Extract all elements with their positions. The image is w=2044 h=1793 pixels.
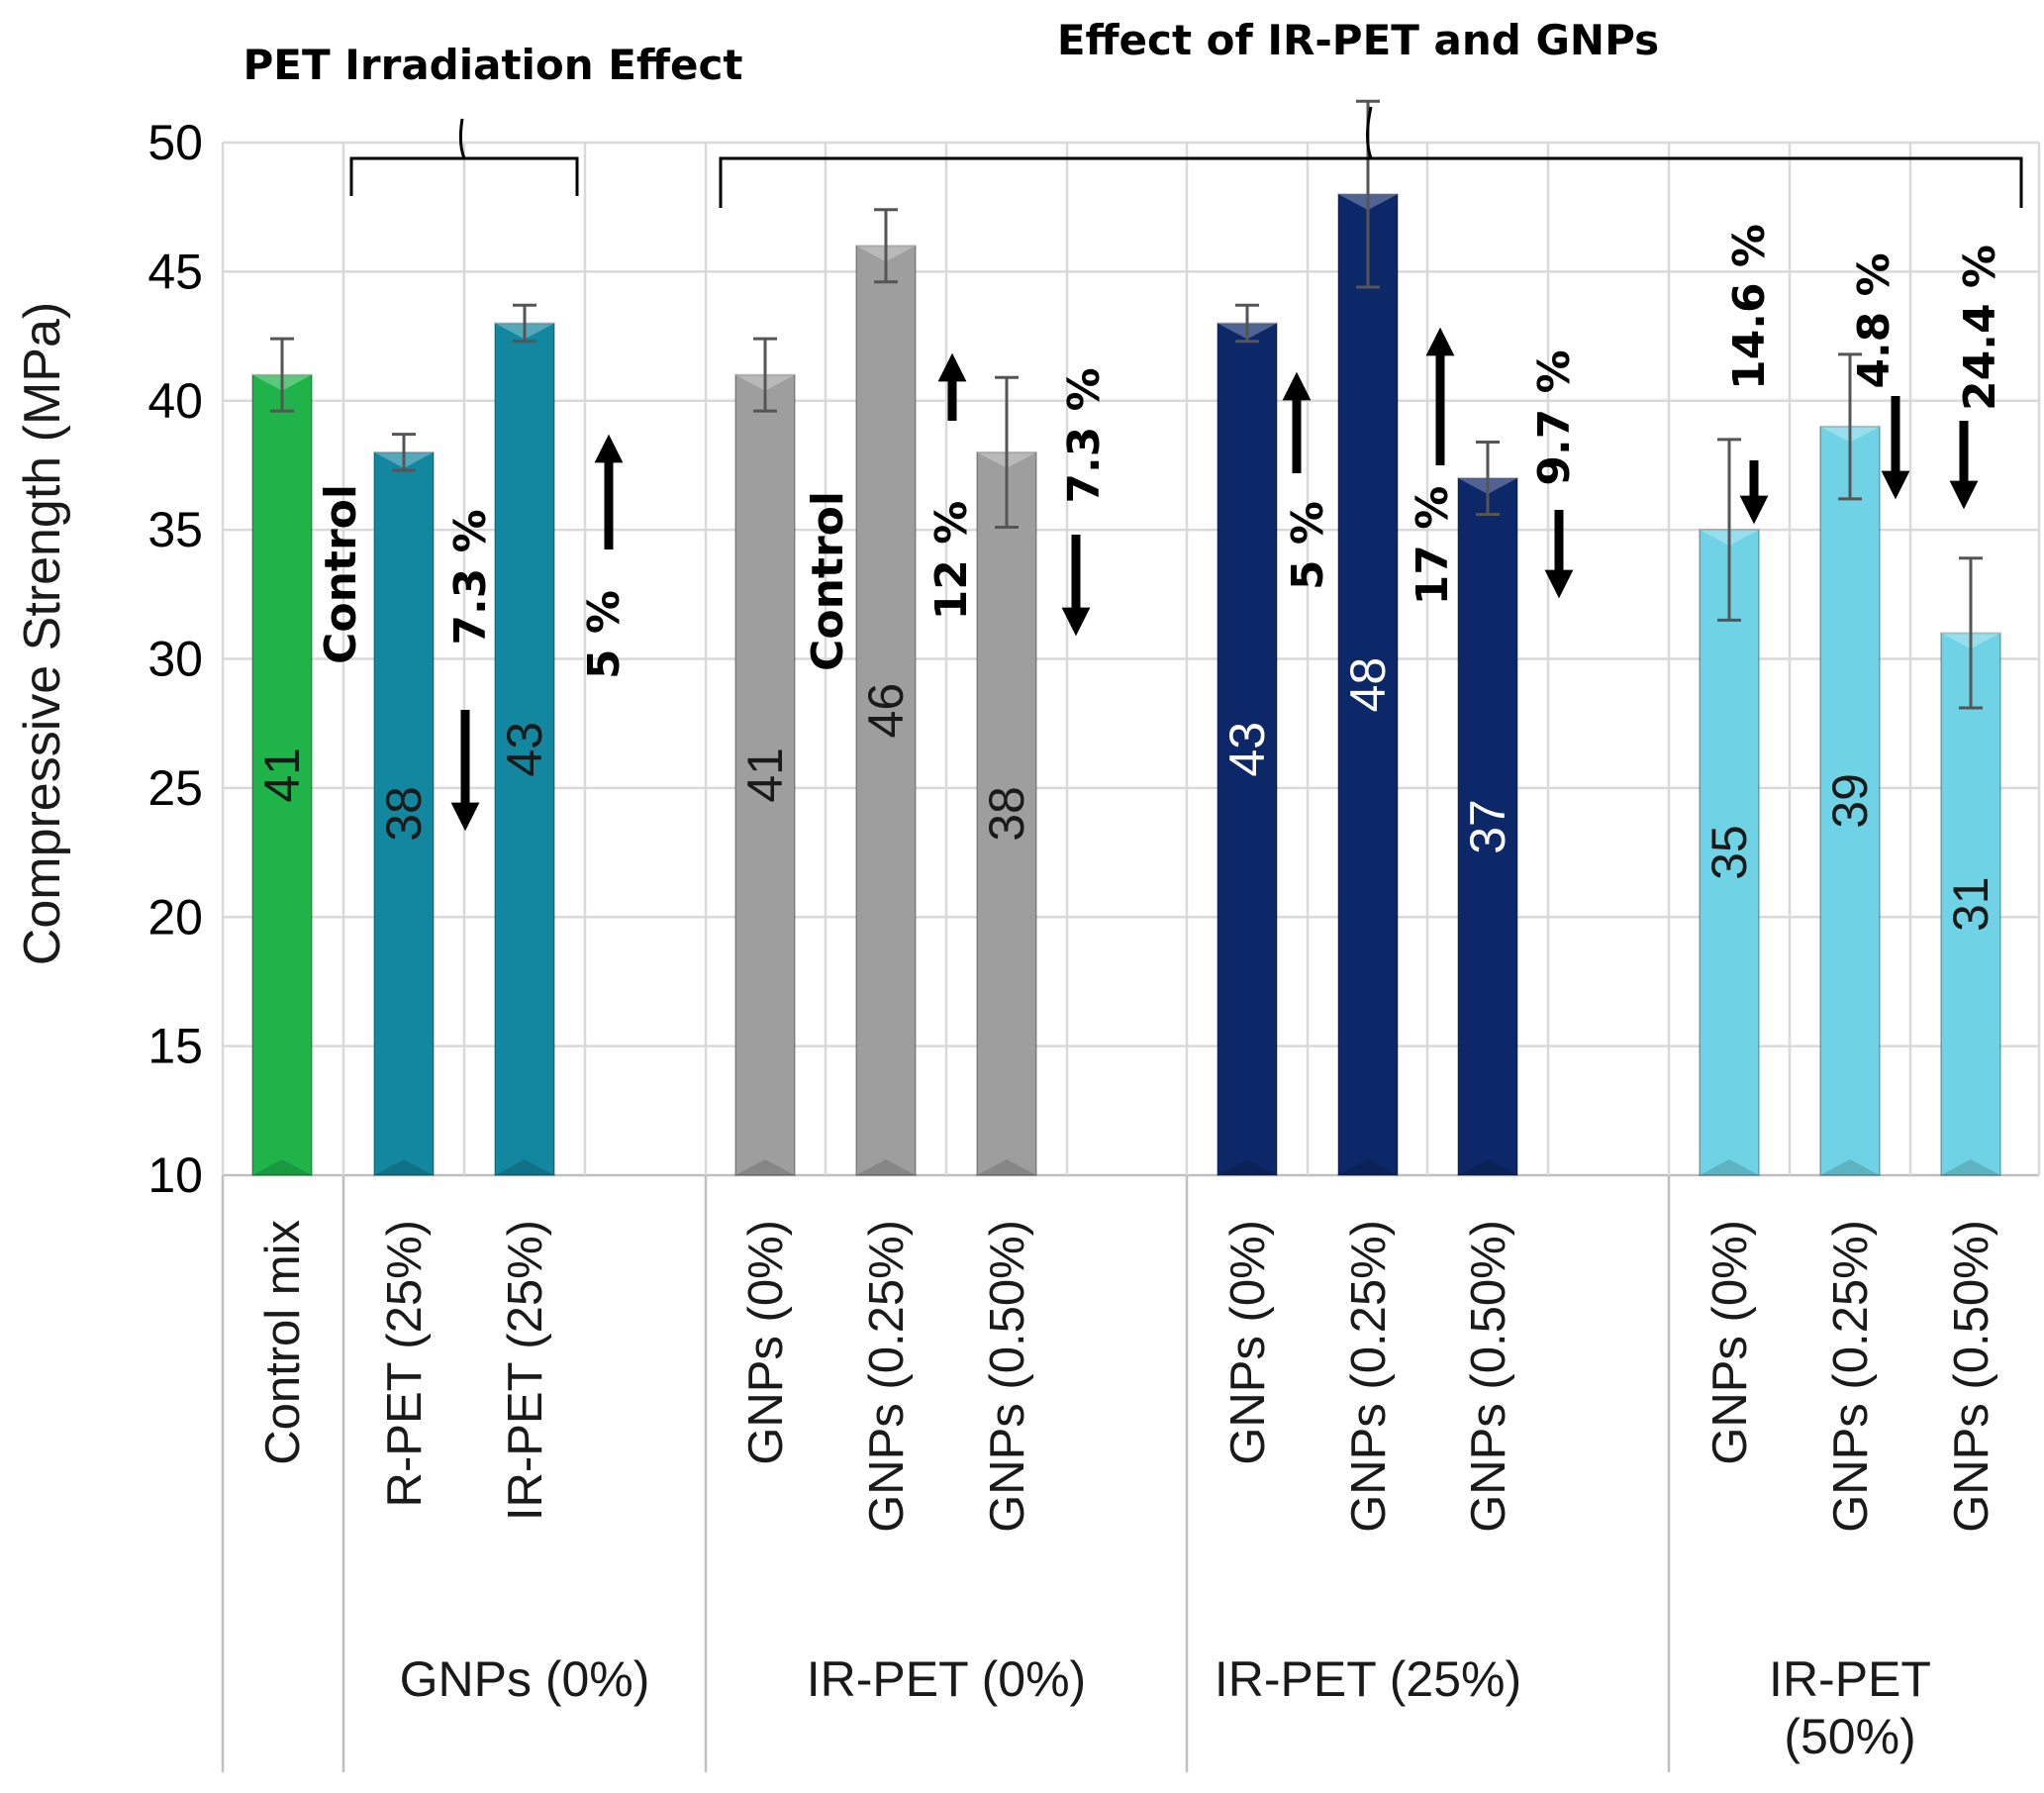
- y-tick-label: 35: [147, 502, 203, 557]
- bar: [494, 322, 555, 1176]
- percent-change-annotation: 4.8 %: [1849, 252, 1899, 388]
- bar: [1940, 632, 2001, 1176]
- x-group-label: (50%): [1784, 1709, 1915, 1764]
- x-category-label: R-PET (25%): [378, 1220, 432, 1507]
- x-category-label: Control mix: [256, 1220, 310, 1465]
- bar: [976, 450, 1037, 1176]
- control-label-annotation: Control: [316, 484, 366, 664]
- y-tick-label: 50: [147, 115, 203, 170]
- bar-value-label: 37: [1460, 799, 1515, 854]
- brace-pet-irradiation: [349, 118, 579, 196]
- bar-bevel-bottom: [1217, 1159, 1277, 1175]
- bar-value-label: 46: [858, 683, 914, 739]
- bar-bevel-bottom: [856, 1159, 916, 1175]
- bar-bevel-bottom: [735, 1159, 795, 1175]
- y-tick-label: 15: [147, 1019, 203, 1074]
- x-group-label: IR-PET: [1769, 1651, 1931, 1707]
- y-tick-label: 10: [147, 1147, 203, 1203]
- x-category-label: GNPs (0.25%): [1824, 1220, 1878, 1533]
- percent-change-annotation: 12 %: [926, 501, 977, 621]
- x-category-label: GNPs (0%): [1703, 1220, 1757, 1465]
- rotated-annotations: Control 7.3 % 5 % Control 12 % 7.3 % 5 %…: [316, 224, 2005, 679]
- bar-value-label: 41: [254, 747, 310, 803]
- top-annotations: PET Irradiation Effect Effect of IR-PET …: [243, 16, 1660, 89]
- percent-change-annotation: 7.3 %: [445, 509, 496, 645]
- bar-bevel-bottom: [374, 1159, 434, 1175]
- percent-change-annotation: 24.4 %: [1955, 245, 2005, 411]
- x-group-labels: GNPs (0%) IR-PET (0%) IR-PET (25%) IR-PET(5…: [400, 1651, 1931, 1764]
- x-category-label: GNPs (0%): [1221, 1220, 1275, 1465]
- y-axis-ticks: 10 15 20 25 30 35 40 45 50: [147, 115, 203, 1203]
- bar: [251, 373, 313, 1176]
- bar-bevel-bottom: [1941, 1159, 2000, 1175]
- bar-value-label: 41: [737, 747, 793, 803]
- y-tick-label: 30: [147, 632, 203, 687]
- bar: [1699, 529, 1760, 1176]
- bar-bevel-bottom: [495, 1159, 554, 1175]
- y-tick-label: 45: [147, 244, 203, 299]
- bar-bevel-bottom: [977, 1159, 1036, 1175]
- x-category-label: GNPs (0%): [739, 1220, 793, 1465]
- x-group-label: IR-PET (0%): [807, 1651, 1086, 1707]
- bar-value-label: 31: [1943, 876, 1998, 932]
- percent-change-annotation: 17 %: [1408, 486, 1458, 606]
- bar-bevel-bottom: [252, 1159, 312, 1175]
- x-category-label: GNPs (0.25%): [1342, 1220, 1396, 1533]
- brace-ir-pet-gnps: [719, 106, 2023, 208]
- bars: 41 38 43 41 46 38 43 48 37 35 39 31: [251, 193, 2001, 1177]
- x-group-label: IR-PET (25%): [1215, 1651, 1521, 1707]
- bar-value-label: 39: [1822, 773, 1878, 829]
- percent-change-annotation: 5 %: [579, 590, 630, 679]
- percent-change-annotation: 9.7 %: [1529, 349, 1580, 485]
- bar-bevel-bottom: [1700, 1159, 1759, 1175]
- percent-change-annotation: 7.3 %: [1059, 367, 1110, 503]
- y-tick-label: 20: [147, 889, 203, 945]
- x-category-labels: Control mix R-PET (25%) IR-PET (25%) GNPs (…: [256, 1220, 1998, 1533]
- y-tick-label: 40: [147, 373, 203, 429]
- bar: [734, 373, 796, 1176]
- bar-bevel-bottom: [1338, 1159, 1398, 1175]
- bar-value-label: 43: [497, 722, 552, 777]
- x-group-label: GNPs (0%): [400, 1651, 650, 1707]
- bar-value-label: 48: [1340, 657, 1396, 713]
- bar-value-label: 38: [979, 786, 1034, 842]
- bar: [1457, 476, 1518, 1177]
- y-tick-label: 25: [147, 760, 203, 816]
- pet-irradiation-effect-label: PET Irradiation Effect: [243, 41, 743, 89]
- percent-change-annotation: 5 %: [1283, 501, 1333, 590]
- ir-pet-gnps-effect-label: Effect of IR-PET and GNPs: [1057, 16, 1659, 64]
- bar: [1819, 425, 1881, 1176]
- percent-change-annotation: 14.6 %: [1724, 224, 1775, 390]
- bar: [373, 450, 435, 1176]
- bar-value-label: 43: [1219, 722, 1275, 777]
- x-category-label: GNPs (0.25%): [860, 1220, 914, 1533]
- x-category-label: IR-PET (25%): [499, 1220, 552, 1521]
- bar-value-label: 35: [1702, 825, 1757, 880]
- y-axis-title: Compressive Strength (MPa): [14, 302, 71, 965]
- x-category-label: GNPs (0.50%): [1462, 1220, 1515, 1533]
- bar: [1337, 193, 1399, 1176]
- x-category-label: GNPs (0.50%): [1945, 1220, 1998, 1533]
- bar-bevel-bottom: [1820, 1159, 1880, 1175]
- bar: [1217, 322, 1278, 1176]
- x-category-label: GNPs (0.50%): [981, 1220, 1034, 1533]
- bar-value-label: 38: [376, 786, 432, 842]
- category-separators: [221, 1175, 1671, 1772]
- bar-bevel-bottom: [1458, 1159, 1517, 1175]
- change-arrows: [450, 327, 1979, 832]
- annotation-braces: [349, 106, 2023, 208]
- control-label-annotation: Control: [803, 491, 853, 671]
